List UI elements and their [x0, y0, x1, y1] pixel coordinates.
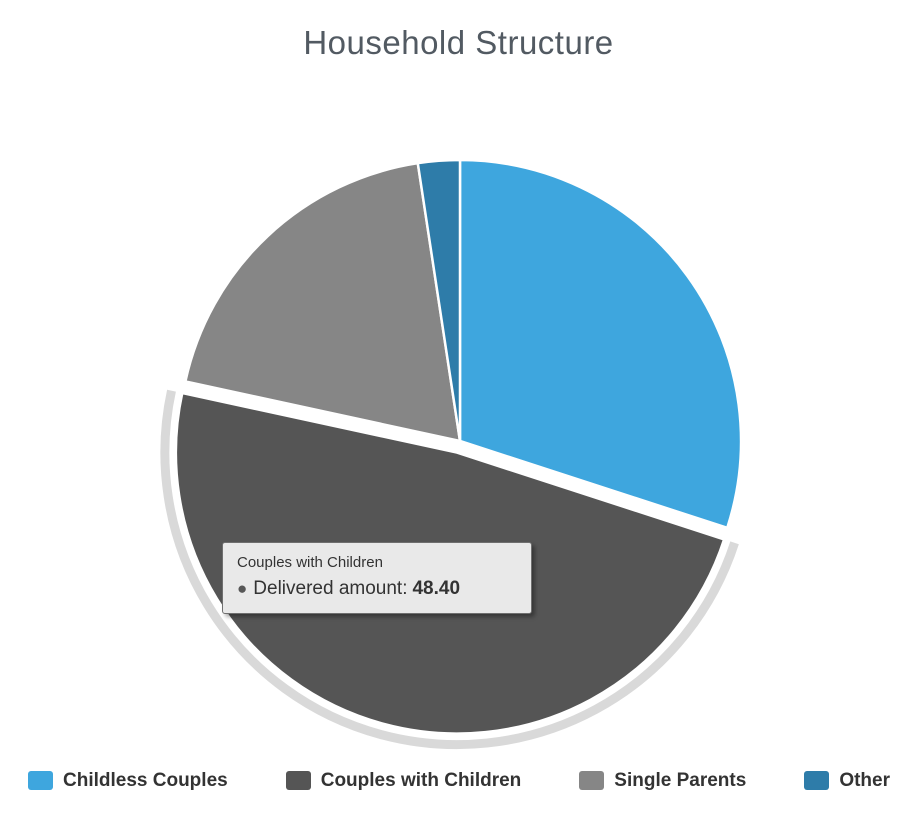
legend-item-couples-with-children[interactable]: Couples with Children	[285, 770, 522, 791]
legend-label: Other	[839, 770, 890, 791]
tooltip-series-label: Delivered amount:	[253, 578, 408, 599]
legend-item-other[interactable]: Other	[804, 771, 890, 790]
legend-swatch-icon	[28, 771, 53, 790]
legend-swatch-icon	[285, 771, 311, 790]
selected-slice-halo	[160, 389, 739, 750]
tooltip: Couples with Children ● Delivered amount:…	[222, 542, 532, 614]
pie-slice-childless-couples[interactable]	[458, 158, 743, 530]
legend-item-childless-couples[interactable]: Childless Couples	[28, 771, 228, 790]
legend-label: Couples with Children	[320, 770, 522, 791]
chart-title: Household Structure	[303, 24, 614, 61]
legend-item-single-parents[interactable]: Single Parents	[579, 771, 746, 790]
pie-slice-other[interactable]	[416, 158, 462, 443]
pie-slice-single-parents[interactable]	[184, 161, 462, 443]
legend-label: Single Parents	[614, 770, 747, 791]
point-marker-icon: ●	[237, 579, 248, 598]
legend-swatch-icon	[579, 771, 605, 790]
tooltip-value-line: ● Delivered amount: 48.40	[237, 578, 515, 600]
legend-swatch-icon	[804, 771, 830, 790]
tooltip-value: 48.40	[412, 578, 461, 599]
legend: Childless Couples Couples with Children Si…	[0, 771, 917, 790]
legend-label: Childless Couples	[63, 770, 228, 791]
tooltip-category: Couples with Children	[237, 554, 383, 571]
